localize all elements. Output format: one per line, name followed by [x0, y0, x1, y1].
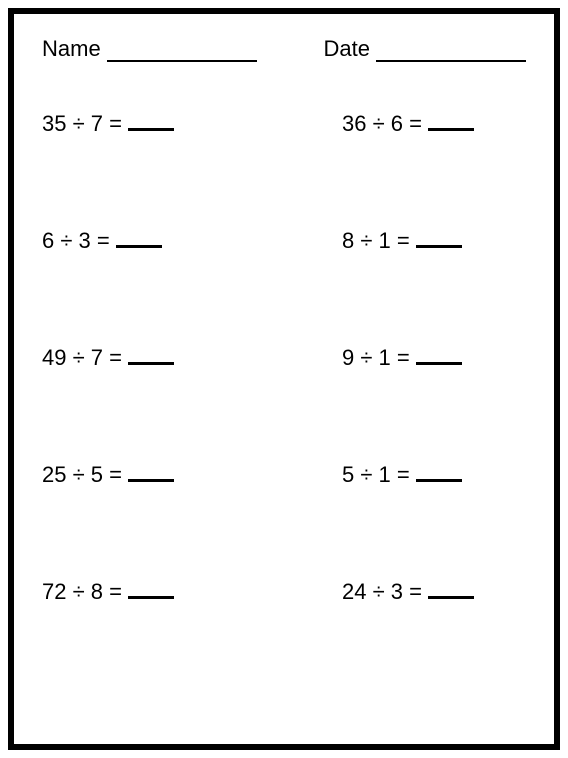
- date-input-line[interactable]: [376, 40, 526, 62]
- problem-text: 72 ÷ 8 =: [42, 579, 122, 605]
- name-input-line[interactable]: [107, 40, 257, 62]
- problem-text: 35 ÷ 7 =: [42, 111, 122, 137]
- date-field: Date: [324, 36, 526, 62]
- worksheet-header: Name Date: [42, 36, 526, 62]
- problem-1-left: 35 ÷ 7 =: [42, 110, 274, 137]
- answer-blank[interactable]: [128, 461, 174, 482]
- problems-grid: 35 ÷ 7 = 36 ÷ 6 = 6 ÷ 3 = 8 ÷ 1 = 49 ÷ 7…: [42, 110, 526, 605]
- problem-5-right: 24 ÷ 3 =: [294, 578, 526, 605]
- problem-3-left: 49 ÷ 7 =: [42, 344, 274, 371]
- worksheet-page: Name Date 35 ÷ 7 = 36 ÷ 6 = 6 ÷ 3 =: [0, 0, 568, 758]
- problem-3-right: 9 ÷ 1 =: [294, 344, 526, 371]
- date-label: Date: [324, 36, 370, 62]
- problem-2-right: 8 ÷ 1 =: [294, 227, 526, 254]
- problem-text: 8 ÷ 1 =: [342, 228, 410, 254]
- problem-text: 49 ÷ 7 =: [42, 345, 122, 371]
- problem-5-left: 72 ÷ 8 =: [42, 578, 274, 605]
- problem-4-left: 25 ÷ 5 =: [42, 461, 274, 488]
- name-field: Name: [42, 36, 257, 62]
- problem-text: 24 ÷ 3 =: [342, 579, 422, 605]
- answer-blank[interactable]: [416, 461, 462, 482]
- problem-text: 36 ÷ 6 =: [342, 111, 422, 137]
- answer-blank[interactable]: [428, 110, 474, 131]
- problem-2-left: 6 ÷ 3 =: [42, 227, 274, 254]
- problem-text: 9 ÷ 1 =: [342, 345, 410, 371]
- name-label: Name: [42, 36, 101, 62]
- problem-1-right: 36 ÷ 6 =: [294, 110, 526, 137]
- answer-blank[interactable]: [416, 227, 462, 248]
- answer-blank[interactable]: [428, 578, 474, 599]
- answer-blank[interactable]: [128, 110, 174, 131]
- problem-text: 6 ÷ 3 =: [42, 228, 110, 254]
- problem-4-right: 5 ÷ 1 =: [294, 461, 526, 488]
- problem-text: 25 ÷ 5 =: [42, 462, 122, 488]
- answer-blank[interactable]: [116, 227, 162, 248]
- answer-blank[interactable]: [128, 578, 174, 599]
- answer-blank[interactable]: [128, 344, 174, 365]
- worksheet-border: Name Date 35 ÷ 7 = 36 ÷ 6 = 6 ÷ 3 =: [8, 8, 560, 750]
- problem-text: 5 ÷ 1 =: [342, 462, 410, 488]
- answer-blank[interactable]: [416, 344, 462, 365]
